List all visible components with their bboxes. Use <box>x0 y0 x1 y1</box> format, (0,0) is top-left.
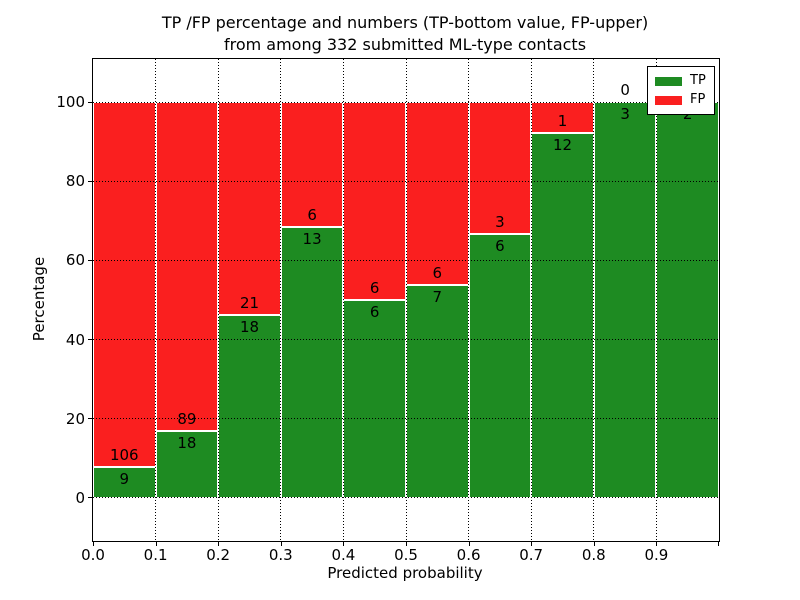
x-tick-label: 0.4 <box>331 546 356 564</box>
tp-bar-segment <box>218 315 281 498</box>
grid-line-v <box>593 59 595 541</box>
x-tick-label: 0.2 <box>206 546 231 564</box>
fp-count-label: 3 <box>495 213 505 232</box>
tp-legend-swatch <box>655 76 682 86</box>
fp-count-label: 1 <box>557 111 568 130</box>
chart-title: TP /FP percentage and numbers (TP-bottom… <box>92 12 718 56</box>
tp-count-label: 18 <box>239 318 260 337</box>
fp-bar-segment <box>218 102 281 316</box>
x-axis-tick <box>280 542 282 546</box>
tp-count-label: 12 <box>552 135 573 154</box>
fp-bar-segment <box>93 102 156 467</box>
grid-line-v <box>468 59 470 541</box>
tp-bar-segment <box>593 102 657 498</box>
grid-line-v <box>217 59 219 541</box>
grid-line-v <box>342 59 344 541</box>
x-tick-label: 0.5 <box>394 546 418 564</box>
tp-count-label: 3 <box>620 105 630 124</box>
fp-bar-segment <box>406 102 469 285</box>
grid-line-v <box>655 59 657 541</box>
x-axis-tick <box>593 542 595 546</box>
x-tick-label: 0.3 <box>268 546 293 564</box>
tp-bar-segment <box>406 284 469 498</box>
tp-bar-segment <box>343 300 406 498</box>
tp-count-label: 6 <box>369 303 380 321</box>
tp-bar-segment <box>280 227 344 498</box>
x-axis-tick <box>531 542 533 546</box>
fp-count-label: 106 <box>109 445 139 464</box>
y-tick-label: 20 <box>65 409 85 428</box>
tp-legend-label: TP <box>690 73 706 88</box>
fp-count-label: 0 <box>620 81 630 100</box>
y-tick-label: 40 <box>65 330 85 349</box>
y-tick-label: 80 <box>65 172 85 191</box>
x-tick-label: 0.1 <box>143 546 168 564</box>
x-tick-label: 0.0 <box>81 546 105 564</box>
tp-count-label: 7 <box>432 287 443 306</box>
y-axis-tick <box>88 180 92 182</box>
x-axis-tick <box>155 542 157 546</box>
x-tick-label: 0.8 <box>581 546 606 564</box>
y-tick-label: 60 <box>65 251 85 270</box>
fp-count-label: 6 <box>307 206 317 225</box>
plot-area: TP FP 1069891821186136667361120302020406… <box>56 58 720 564</box>
tp-bar-segment <box>155 431 219 498</box>
grid-line-v <box>530 59 532 541</box>
chart-title-line1: TP /FP percentage and numbers (TP-bottom… <box>161 13 649 32</box>
legend-entry-fp: FP <box>655 92 707 108</box>
x-tick-label: 0.6 <box>456 546 481 564</box>
x-axis-tick <box>343 542 345 546</box>
x-axis-tick <box>93 542 94 546</box>
y-axis-tick <box>88 497 92 499</box>
legend-entry-tp: TP <box>655 73 707 89</box>
tp-bar-segment <box>93 466 156 498</box>
y-axis-tick <box>88 339 92 340</box>
y-tick-label: 100 <box>56 93 85 112</box>
fp-legend-swatch <box>655 95 682 105</box>
fp-count-label: 6 <box>432 263 443 282</box>
tp-bar-segment <box>468 234 532 498</box>
chart-title-line2: from among 332 submitted ML-type contact… <box>223 35 587 54</box>
legend: TP FP <box>647 66 715 115</box>
fp-count-label: 89 <box>177 410 197 429</box>
x-axis-label: Predicted probability <box>327 564 483 582</box>
tp-count-label: 9 <box>119 469 130 488</box>
grid-line-v <box>405 59 407 541</box>
x-axis-tick <box>656 542 658 546</box>
y-axis-tick <box>88 259 92 261</box>
x-axis-tick <box>406 542 407 546</box>
fp-legend-label: FP <box>690 92 706 107</box>
grid-line-v <box>280 59 282 541</box>
tp-bar-segment <box>531 132 594 498</box>
tp-count-label: 6 <box>495 237 505 256</box>
fp-bar-segment <box>155 102 219 432</box>
fp-count-label: 6 <box>369 279 380 297</box>
tp-count-label: 13 <box>302 230 322 249</box>
x-axis-tick <box>718 542 719 546</box>
y-axis-tick <box>88 418 92 420</box>
fp-bar-segment <box>343 102 406 300</box>
y-axis-tick <box>88 101 92 103</box>
x-tick-label: 0.7 <box>519 546 544 564</box>
grid-line-v <box>155 59 157 541</box>
x-tick-label: 0.9 <box>644 546 669 564</box>
tp-bar-segment <box>656 102 719 498</box>
y-tick-label: 0 <box>75 488 85 507</box>
tp-count-label: 18 <box>177 434 197 453</box>
x-axis-tick <box>218 542 220 546</box>
fp-count-label: 21 <box>239 294 260 313</box>
x-axis-tick <box>468 542 470 546</box>
